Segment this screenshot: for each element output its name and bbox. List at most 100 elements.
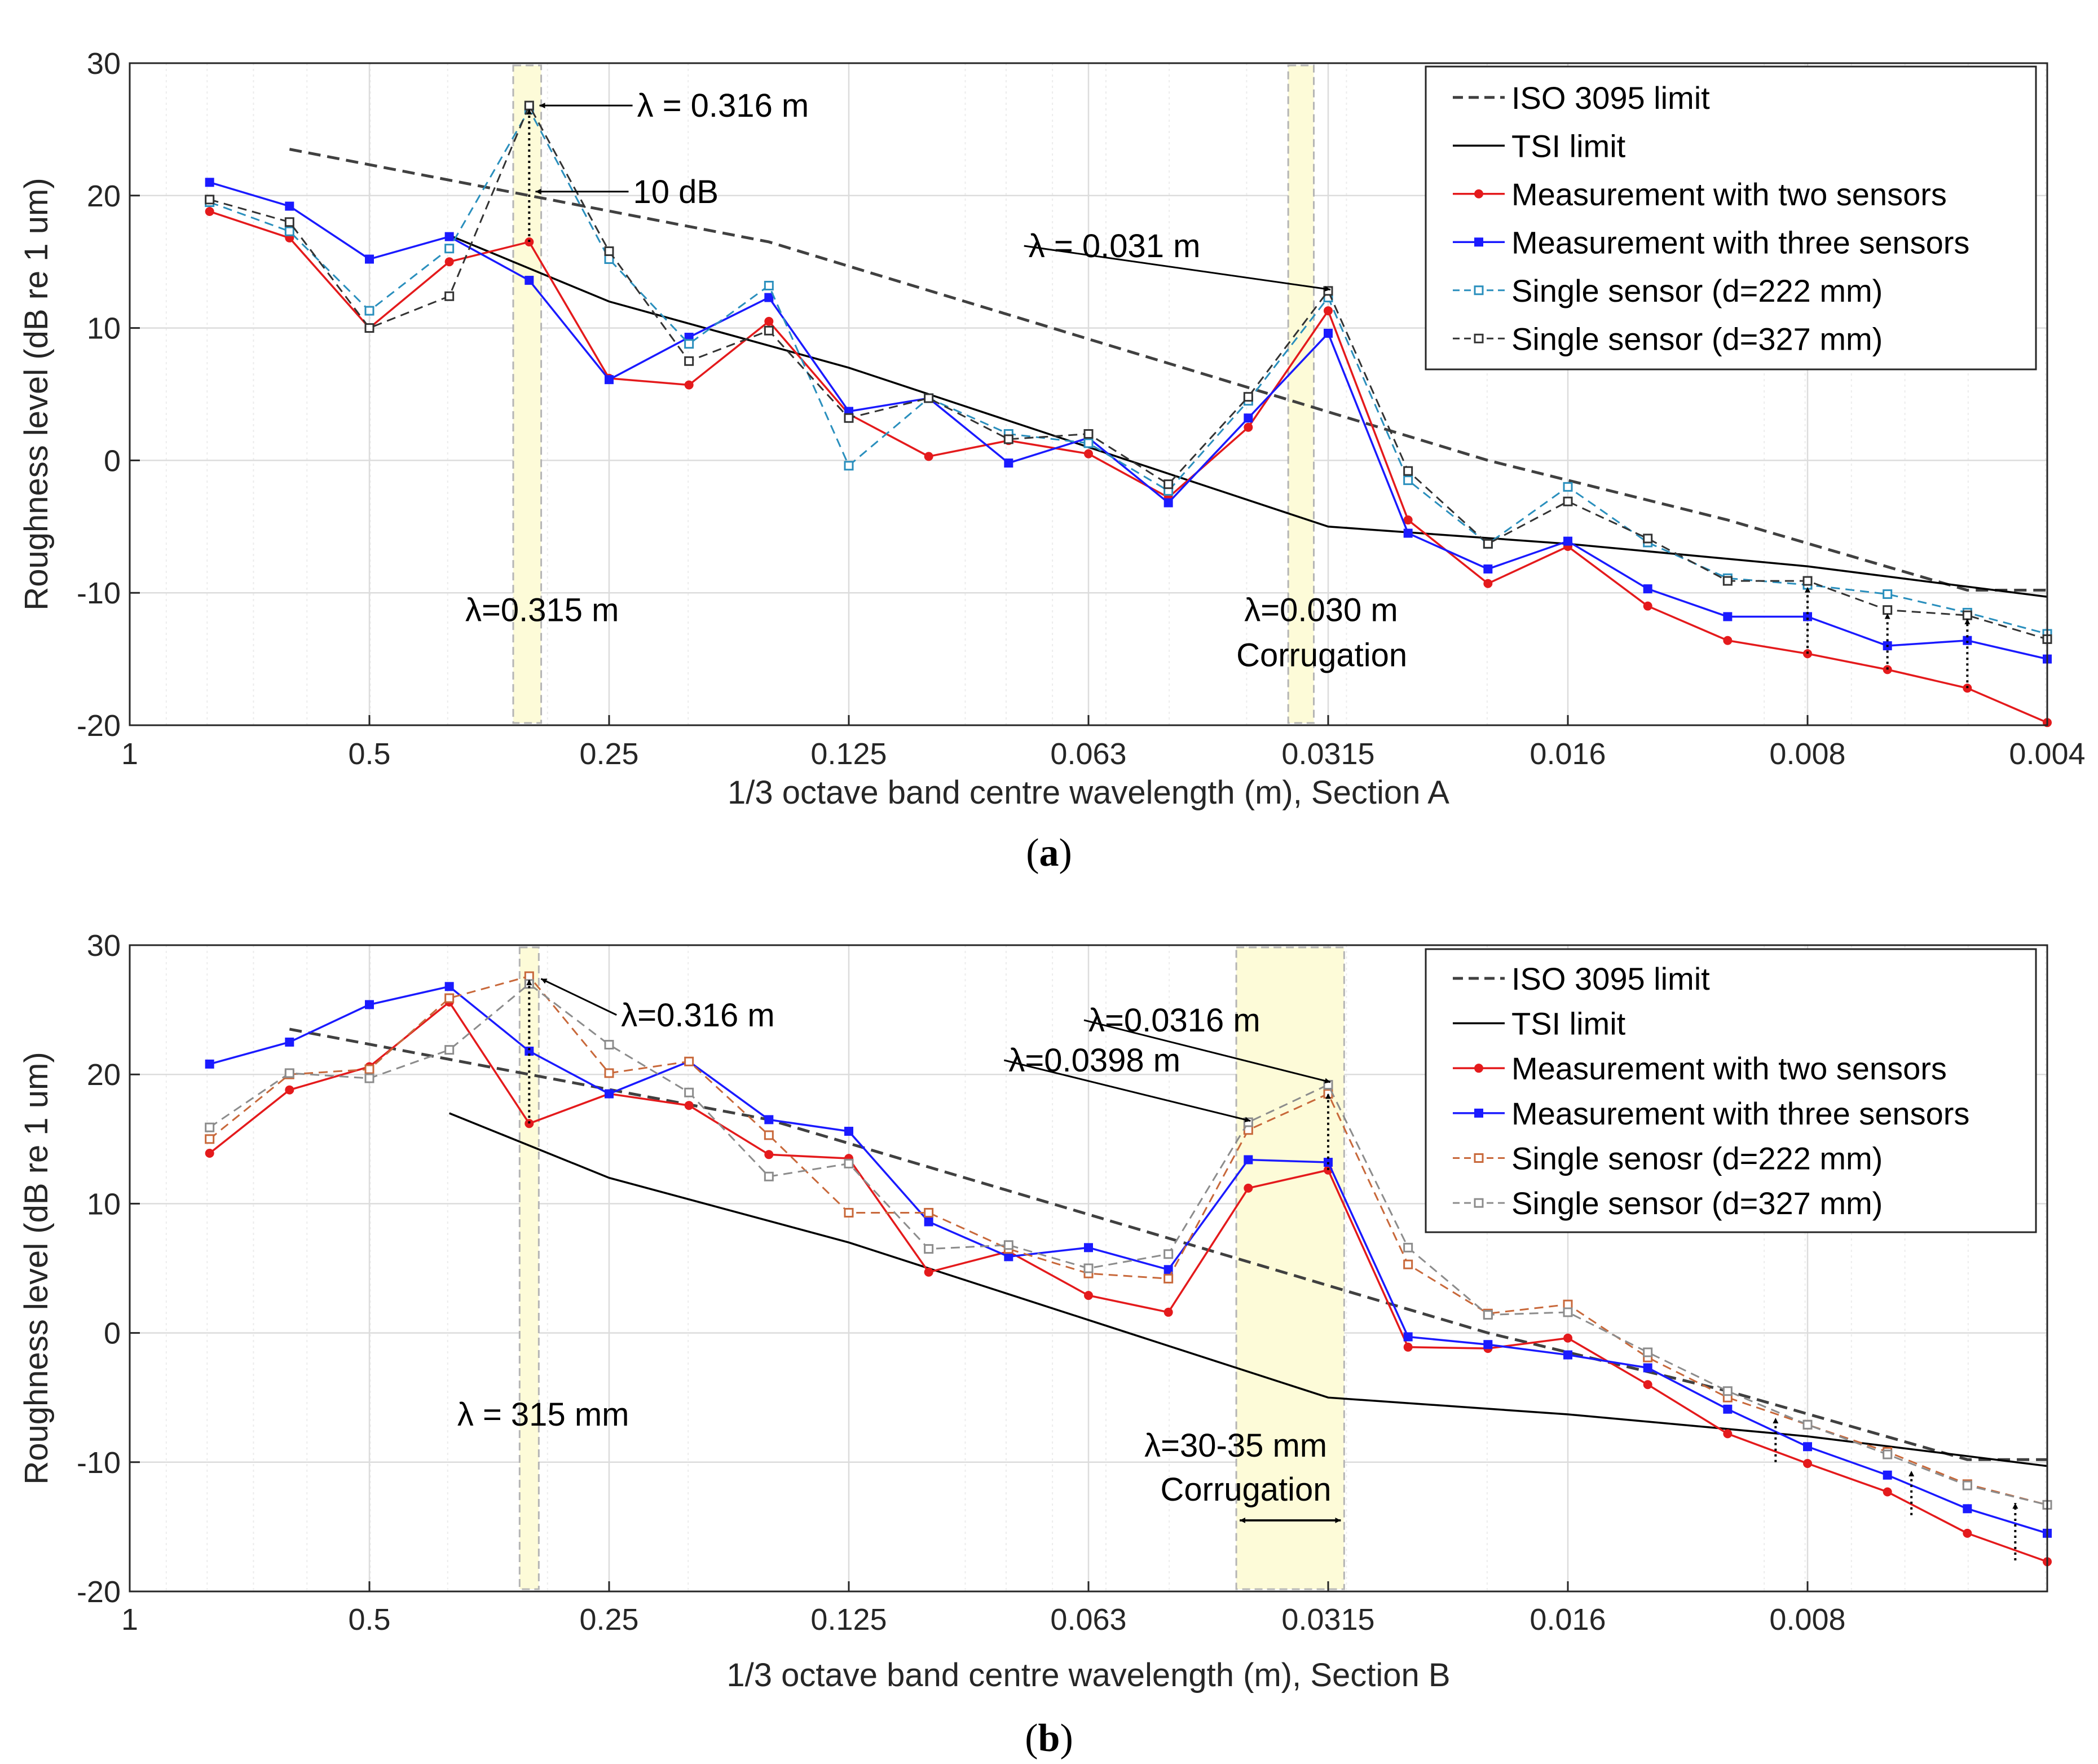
panel-b-point-three <box>205 1059 214 1069</box>
panel-a-x-tick-label: 0.063 <box>1050 737 1126 771</box>
panel-a-point-a_d327 <box>205 195 215 205</box>
panel-b-x-tick-label: 0.125 <box>810 1603 887 1637</box>
panel-a-series-a_d327 <box>205 100 2052 644</box>
panel-a-y-tick-label: -10 <box>77 576 121 610</box>
panel-a-point-three <box>1244 413 1253 423</box>
panel-b-point-three <box>285 1037 294 1047</box>
panel-b-point-b_d327 <box>1643 1347 1653 1357</box>
panel-b-point-b_d327 <box>684 1087 694 1097</box>
panel-a-y-tick-label: 20 <box>87 179 121 213</box>
panel-a-point-two <box>1483 579 1493 588</box>
panel-a-point-a_d327 <box>1883 605 1893 615</box>
panel-b-point-b_d327 <box>1083 1263 1094 1273</box>
panel-a-point-a_d327 <box>1163 479 1174 489</box>
panel-b-annotation-5: Corrugation <box>1161 1471 1332 1508</box>
panel-a-point-two <box>444 257 454 267</box>
panel-b-point-two <box>1643 1380 1652 1390</box>
panel-b-point-three <box>1803 1442 1812 1452</box>
panel-a-point-a_d327 <box>684 356 694 366</box>
panel-a-point-three <box>1483 564 1493 574</box>
panel-b-legend-marker <box>1474 1108 1483 1118</box>
panel-a-point-two <box>1324 306 1333 316</box>
panel-a-point-two <box>764 316 774 326</box>
panel-a-series-line-two <box>209 210 2048 724</box>
panel-a-legend-marker <box>1474 237 1483 247</box>
panel-b-point-two <box>1563 1333 1572 1343</box>
panel-a-series-iso <box>289 148 2047 592</box>
panel-b-point-b_d222 <box>924 1207 934 1218</box>
panel-a-annotation-0: λ = 0.316 m <box>637 87 809 124</box>
panel-b-legend-label-two: Measurement with two sensors <box>1511 1051 1947 1086</box>
panel-b-point-b_d327 <box>1962 1480 1972 1490</box>
panel-a-series-line-a_d222 <box>209 108 2048 635</box>
panel-a-y-tick-label: 10 <box>87 312 121 346</box>
panel-a-x-tick-label: 1 <box>121 737 138 771</box>
panel-a-point-three <box>1004 458 1013 468</box>
panel-a-x-tick-label: 0.008 <box>1769 737 1845 771</box>
panel-a-point-a_d327 <box>1403 466 1413 476</box>
caption-b-letter: b <box>1038 1717 1060 1760</box>
panel-b-series-line-iso <box>289 1027 2047 1461</box>
panel-b-point-two <box>1803 1459 1812 1468</box>
panel-a-point-a_d222 <box>1083 438 1094 448</box>
panel-b-point-two <box>764 1150 774 1159</box>
panel-a-point-two <box>1723 636 1733 645</box>
panel-b-point-three <box>1643 1363 1652 1373</box>
panel-b-point-b_d327 <box>1563 1307 1573 1317</box>
panel-b-point-b_d327 <box>1403 1242 1413 1253</box>
panel-a-highlight-band-0 <box>512 64 543 724</box>
caption-a: (a) <box>1026 831 1072 875</box>
panel-a-point-a_d222 <box>1563 482 1573 492</box>
panel-b-point-three <box>1883 1470 1892 1480</box>
panel-b-point-b_d327 <box>1883 1449 1893 1459</box>
panel-b-point-three <box>365 1000 374 1009</box>
panel-b-point-two <box>924 1267 933 1277</box>
panel-b-annotation-0: λ=0.316 m <box>621 997 774 1034</box>
panel-a-point-a_d327 <box>284 217 294 227</box>
panel-a-point-a_d327 <box>924 393 934 403</box>
panel-a-point-a_d222 <box>284 226 294 236</box>
panel-b-point-three <box>1563 1350 1572 1360</box>
panel-b-point-two <box>1084 1291 1093 1300</box>
panel-a-point-three <box>205 178 214 187</box>
panel-a-point-a_d327 <box>1643 533 1653 544</box>
panel-b-point-b_d222 <box>844 1207 854 1218</box>
panel-a-point-three <box>1324 328 1333 338</box>
panel-a-point-a_d327 <box>844 413 854 423</box>
panel-a-highlight-band-1 <box>1287 64 1315 724</box>
chart-panel-a: λ = 0.316 m10 dBλ = 0.031 mλ=0.315 m λ=0.… <box>18 47 2086 811</box>
panel-b-y-tick-label: -10 <box>77 1446 121 1480</box>
panel-b-point-b_d222 <box>1403 1259 1413 1269</box>
panel-b-point-three <box>1963 1504 1972 1514</box>
panel-b-legend-label-three: Measurement with three sensors <box>1511 1096 1969 1131</box>
panel-b-annotation-arrow-2 <box>1003 1059 1251 1123</box>
panel-a-point-a_d327 <box>1962 610 1972 620</box>
panel-b-legend-marker <box>1474 1153 1484 1163</box>
caption-a-letter: a <box>1039 831 1059 875</box>
panel-a-series-line-three <box>209 181 2048 660</box>
panel-b-point-three <box>444 982 454 991</box>
panel-b-point-two <box>684 1101 694 1110</box>
panel-a-series-line-a_d327 <box>209 103 2048 640</box>
panel-b-point-three <box>1723 1404 1733 1414</box>
panel-a-point-a_d327 <box>1003 434 1013 444</box>
panel-b-y-tick-label: 0 <box>104 1317 121 1351</box>
panel-b-point-three <box>764 1115 774 1124</box>
panel-b-point-b_d222 <box>604 1068 614 1078</box>
panel-a-legend-marker <box>1474 189 1483 199</box>
panel-b-point-b_d327 <box>1163 1249 1174 1259</box>
panel-a-point-a_d222 <box>764 280 774 290</box>
panel-a-point-a_d327 <box>1083 429 1094 439</box>
panel-b-point-three <box>524 1046 534 1056</box>
panel-b-annotation-2: λ=0.0398 m <box>1008 1042 1180 1079</box>
panel-a-x-tick-label: 0.004 <box>2009 737 2085 771</box>
panel-b-point-three <box>1483 1340 1493 1350</box>
panel-b-point-b_d327 <box>1802 1419 1813 1430</box>
panel-a-legend-label-iso: ISO 3095 limit <box>1511 80 1710 116</box>
panel-b-y-tick-label: -20 <box>77 1575 121 1609</box>
panel-a-annotation-1: 10 dB <box>633 174 719 210</box>
panel-a-legend-label-three: Measurement with three sensors <box>1511 224 1969 260</box>
panel-b-point-b_d327 <box>364 1073 374 1083</box>
panel-b-point-b_d222 <box>1163 1273 1174 1284</box>
panel-b-point-b_d222 <box>205 1134 215 1144</box>
